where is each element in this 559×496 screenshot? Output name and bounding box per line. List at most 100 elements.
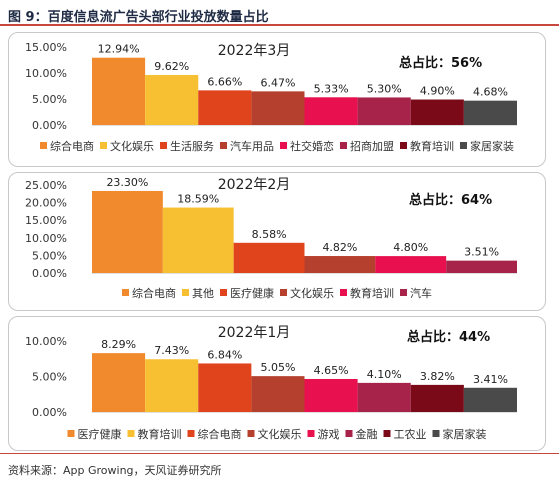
data-label: 8.58% (252, 228, 287, 241)
bar (446, 260, 517, 273)
legend-label: 医疗健康 (230, 286, 274, 300)
data-label: 6.84% (207, 348, 242, 361)
legend-label: 汽车用品 (230, 139, 274, 153)
bar (162, 207, 234, 273)
y-tick-label: 10.00% (25, 335, 67, 348)
y-tick-label: 10.00% (25, 232, 67, 245)
legend-swatch (40, 142, 47, 149)
legend-label: 招商加盟 (350, 139, 394, 153)
chart-panel-march: 0.00% 5.00% 10.00% 15.00% 12.94% 9.62% 6.66% 6.… (8, 32, 546, 167)
chart-title: 2022年1月 (218, 325, 291, 341)
data-label: 5.30% (367, 82, 402, 95)
legend-label: 金融 (356, 427, 378, 441)
legend-label: 社交婚恋 (290, 139, 334, 153)
chart-march: 0.00% 5.00% 10.00% 15.00% 12.94% 9.62% 6.66% 6.… (25, 41, 517, 153)
bar (92, 57, 146, 125)
legend-swatch (182, 289, 189, 296)
data-label: 4.90% (420, 85, 455, 98)
legend-label: 工农业 (394, 427, 427, 441)
chart-february: 0.00% 5.00% 10.00% 15.00% 20.00% 25.00% 23.30%… (25, 176, 517, 300)
data-label: 5.05% (260, 361, 295, 374)
data-label: 6.47% (260, 76, 295, 89)
legend-swatch (432, 430, 440, 437)
data-label: 4.65% (314, 364, 349, 377)
legend-label: 文化娱乐 (110, 139, 154, 153)
legend-swatch (460, 142, 467, 149)
legend-swatch (340, 289, 347, 296)
data-label: 8.29% (101, 338, 136, 351)
data-label: 23.30% (106, 176, 148, 189)
y-tick-label: 5.00% (32, 93, 67, 106)
data-label: 18.59% (177, 193, 219, 206)
data-label: 3.51% (464, 246, 499, 259)
data-label: 9.62% (154, 60, 189, 73)
legend-swatch (127, 430, 135, 437)
source-divider (0, 453, 559, 454)
bar (145, 359, 199, 412)
legend-swatch (187, 430, 195, 437)
y-tick-label: 15.00% (25, 214, 67, 227)
bar (304, 378, 358, 412)
legend-swatch (247, 430, 255, 437)
legend-label: 医疗健康 (78, 427, 122, 441)
legend-swatch (307, 430, 315, 437)
legend-swatch (345, 430, 353, 437)
bar (410, 384, 464, 412)
legend-label: 综合电商 (50, 139, 94, 153)
figure-title: 图 9：百度信息流广告头部行业投放数量占比 (8, 10, 269, 25)
total-share-annotation: 总占比：64% (409, 192, 492, 208)
legend-swatch (280, 142, 287, 149)
legend-swatch (383, 430, 391, 437)
chart-panel-february: 0.00% 5.00% 10.00% 15.00% 20.00% 25.00% 23.30%… (8, 172, 546, 311)
bar (410, 99, 464, 125)
legend-label: 家居家装 (443, 427, 487, 441)
data-label: 3.82% (420, 370, 455, 383)
legend-label: 教育培训 (350, 286, 394, 300)
legend-swatch (220, 289, 227, 296)
legend-swatch (280, 289, 287, 296)
legend-swatch (100, 142, 107, 149)
legend-label: 其他 (192, 287, 214, 300)
legend-label: 教育培训 (410, 139, 454, 153)
chart-title: 2022年2月 (218, 177, 291, 193)
total-share-annotation: 总占比：56% (399, 55, 482, 71)
bar (357, 97, 411, 125)
bar (145, 74, 199, 125)
legend: 医疗健康 教育培训 综合电商 文化娱乐 游戏 金融 工农业 家居家装 (67, 427, 487, 441)
legend-label: 生活服务 (170, 139, 214, 153)
bar (92, 190, 163, 273)
data-label: 4.80% (393, 241, 428, 254)
bar (233, 242, 305, 273)
y-tick-label: 0.00% (32, 406, 67, 419)
y-tick-label: 20.00% (25, 197, 67, 210)
y-tick-label: 5.00% (32, 371, 67, 384)
y-tick-label: 10.00% (25, 67, 67, 80)
data-label: 4.82% (322, 241, 357, 254)
legend-label: 综合电商 (198, 427, 242, 441)
title-divider (0, 24, 559, 26)
data-label: 4.10% (367, 368, 402, 381)
legend-swatch (122, 289, 129, 296)
legend-label: 文化娱乐 (290, 286, 334, 300)
y-tick-label: 0.00% (32, 267, 67, 280)
legend-label: 汽车 (410, 286, 432, 300)
y-tick-label: 0.00% (32, 119, 67, 132)
data-label: 7.43% (154, 344, 189, 357)
legend-swatch (67, 430, 75, 437)
bar (251, 376, 305, 412)
bar (251, 91, 305, 125)
chart-panel-january: 0.00% 5.00% 10.00% 8.29% 7.43% 6.84% 5.05% 4.65… (8, 316, 546, 451)
legend-swatch (400, 289, 407, 296)
chart-title: 2022年3月 (218, 43, 291, 59)
data-label: 3.41% (473, 373, 508, 386)
legend-label: 游戏 (318, 428, 340, 441)
legend: 综合电商 其他 医疗健康 文化娱乐 教育培训 汽车 (122, 286, 432, 300)
data-label: 12.94% (98, 43, 140, 56)
bar (463, 100, 517, 125)
total-share-annotation: 总占比：44% (407, 329, 490, 345)
y-tick-label: 15.00% (25, 41, 67, 54)
bar (198, 363, 252, 412)
chart-january: 0.00% 5.00% 10.00% 8.29% 7.43% 6.84% 5.05% 4.65… (25, 325, 517, 441)
data-label: 5.33% (314, 82, 349, 95)
bar (463, 387, 517, 412)
